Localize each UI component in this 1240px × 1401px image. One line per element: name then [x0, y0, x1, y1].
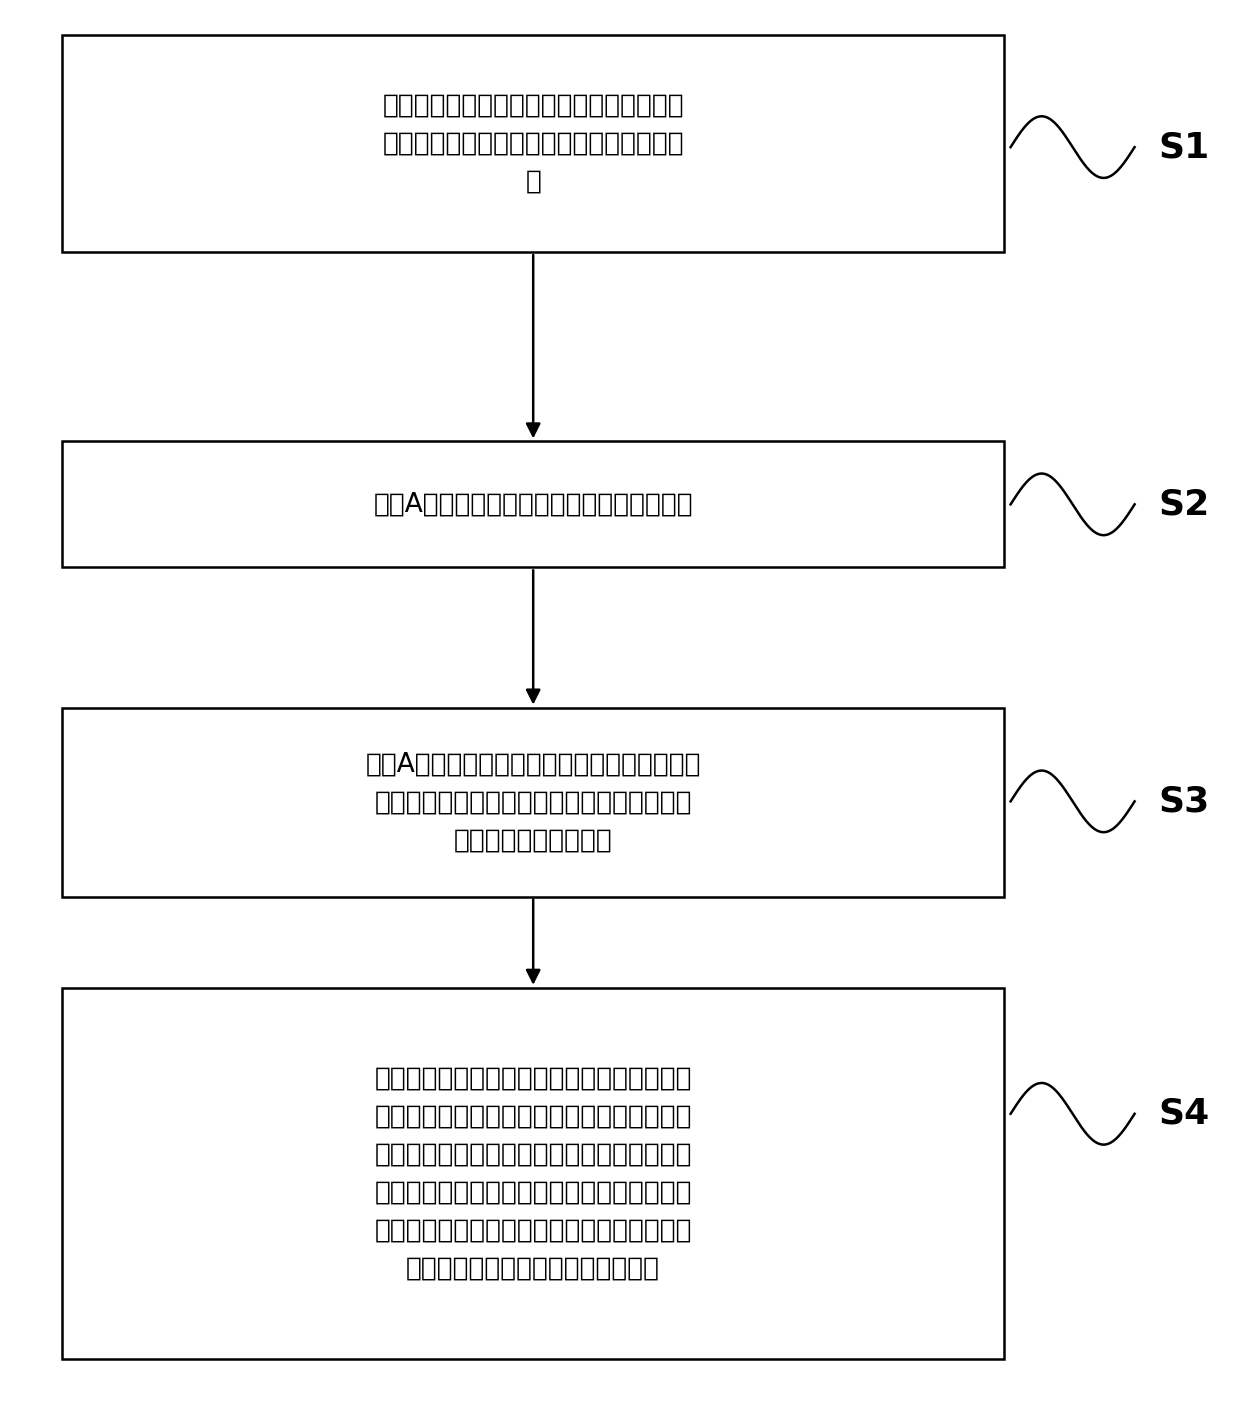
Text: S2: S2 — [1158, 488, 1210, 521]
Text: S4: S4 — [1158, 1097, 1210, 1131]
Text: 控制A路公交线路上的自动驾驶公交每驶经一个
公交站点，则经路侧单元向公交总站上传在该
公交站点处的乘车人次: 控制A路公交线路上的自动驾驶公交每驶经一个 公交站点，则经路侧单元向公交总站上传… — [366, 751, 701, 853]
Text: 针对A路公交线路，控制公交总站等间隔发车: 针对A路公交线路，控制公交总站等间隔发车 — [373, 492, 693, 517]
Text: S1: S1 — [1158, 130, 1210, 164]
FancyBboxPatch shape — [62, 441, 1004, 567]
Text: S3: S3 — [1158, 785, 1210, 818]
FancyBboxPatch shape — [62, 988, 1004, 1359]
FancyBboxPatch shape — [62, 35, 1004, 252]
Text: 控制公交总站实时监测所述乘车人次，并在乘
车人次超出设定的单次乘车阈值时，标记上传
该乘车人次的自动驾驶公交为求援车辆、标记
发生该乘车人次的公交站点为超负荷站: 控制公交总站实时监测所述乘车人次，并在乘 车人次超出设定的单次乘车阈值时，标记上… — [374, 1065, 692, 1282]
FancyBboxPatch shape — [62, 708, 1004, 897]
Text: 沿道路旁侧等间距排列多个用于实现公交总
站与道路上自动驾驶公交中继通信的路侧单
元: 沿道路旁侧等间距排列多个用于实现公交总 站与道路上自动驾驶公交中继通信的路侧单 … — [382, 92, 684, 195]
